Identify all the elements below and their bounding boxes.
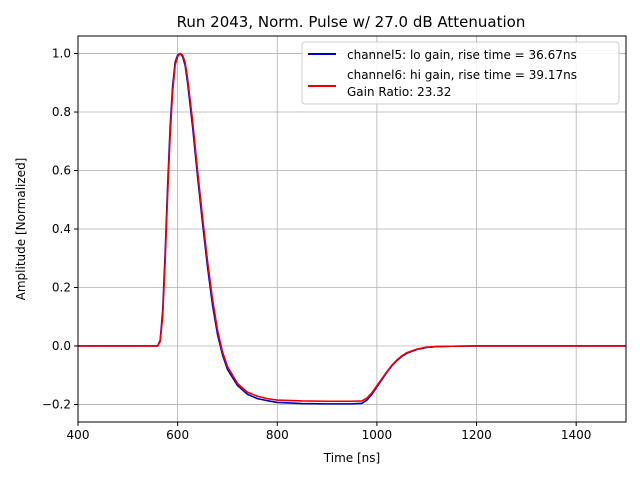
legend-box [301,41,620,105]
y-axis-label: Amplitude [Normalized] [14,158,28,301]
y-tick-label: 0.8 [52,105,71,119]
y-tick-label: 0.2 [52,280,71,294]
series-line-channel6 [78,52,626,403]
y-tick-label: 0.4 [52,222,71,236]
y-tick-label: −0.2 [42,397,71,411]
x-axis-label: Time [ns] [323,451,380,465]
y-tick-label: 1.0 [52,47,71,61]
legend-label-channel5: channel5: lo gain, rise time = 36.67ns [347,48,577,62]
x-tick-label: 1000 [362,428,393,442]
x-tick-label: 1200 [461,428,492,442]
y-tick-label: 0.0 [52,339,71,353]
x-tick-label: 1400 [561,428,592,442]
axis-ticks: 400 600 800 1000 1200 1400 −0.2 0.0 0.2 0.4 0.6 0.8… [42,47,592,442]
legend: channel5: lo gain, rise time = 36.67ns c… [301,41,620,105]
chart-title: Run 2043, Norm. Pulse w/ 27.0 dB Attenua… [177,13,526,31]
y-tick-label: 0.6 [52,164,71,178]
series-lines [78,52,626,405]
x-tick-label: 600 [166,428,189,442]
x-tick-label: 400 [67,428,90,442]
legend-gain-ratio: Gain Ratio: 23.32 [347,85,451,99]
legend-label-channel6: channel6: hi gain, rise time = 39.17ns [347,68,577,82]
x-tick-label: 800 [266,428,289,442]
